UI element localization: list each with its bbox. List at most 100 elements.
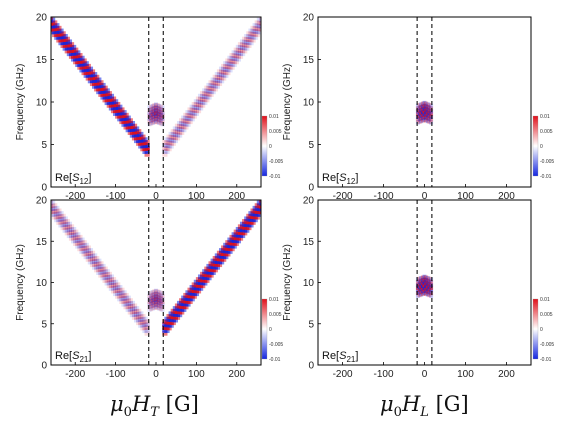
heatmap-cell bbox=[242, 42, 248, 48]
heatmap-cell bbox=[157, 292, 162, 298]
y-tick-label: 0 bbox=[308, 183, 314, 194]
heatmap-cell bbox=[154, 108, 158, 113]
heatmap-cell bbox=[51, 20, 54, 26]
heatmap-cell bbox=[68, 235, 75, 241]
heatmap-cell bbox=[162, 151, 168, 157]
heatmap-cell bbox=[168, 143, 174, 149]
heatmap-cell bbox=[427, 105, 432, 111]
heatmap-cell bbox=[51, 200, 54, 206]
colorbar-tick-label: 0 bbox=[269, 144, 272, 150]
heatmap-cell bbox=[212, 267, 218, 273]
heatmap-cell bbox=[157, 103, 162, 109]
heatmap-cell bbox=[429, 282, 434, 288]
heatmap-cell bbox=[119, 299, 125, 305]
heatmap-cell bbox=[227, 67, 233, 73]
heatmap-cell bbox=[106, 271, 112, 277]
x-tick-label: -200 bbox=[333, 191, 353, 202]
heatmap-cell bbox=[149, 290, 154, 296]
heatmap-cell bbox=[51, 209, 54, 215]
heatmap-cell bbox=[212, 83, 218, 89]
heatmap-cell bbox=[150, 114, 155, 120]
y-tick-label: 5 bbox=[41, 140, 47, 151]
heatmap-cell bbox=[64, 230, 70, 236]
heatmap-cell bbox=[127, 298, 133, 304]
heatmap-cell bbox=[183, 115, 189, 121]
heatmap-cell bbox=[427, 108, 432, 113]
heatmap-cell bbox=[193, 99, 199, 105]
heatmap-cell bbox=[248, 31, 254, 37]
heatmap-cell bbox=[73, 235, 79, 241]
heatmap-cell bbox=[419, 118, 424, 124]
heatmap-cell bbox=[147, 113, 152, 119]
heatmap-cell bbox=[52, 211, 58, 217]
heatmap-cell bbox=[427, 116, 432, 122]
heatmap-cell bbox=[113, 288, 119, 294]
heatmap-cell bbox=[252, 35, 258, 40]
heatmap-cell bbox=[254, 214, 260, 220]
heatmap-cell bbox=[155, 116, 160, 122]
heatmap-cell bbox=[160, 105, 165, 110]
heatmap-cell bbox=[204, 91, 210, 97]
heatmap-cell bbox=[429, 119, 434, 125]
heatmap-cell bbox=[89, 262, 96, 268]
heatmap-cell bbox=[212, 86, 218, 92]
y-tick-label: 0 bbox=[41, 361, 47, 372]
colorbar-tick-label: 0.01 bbox=[540, 297, 550, 303]
x-tick-label: -200 bbox=[65, 191, 85, 202]
heatmap-cells bbox=[415, 274, 434, 298]
heatmap-cell bbox=[415, 290, 420, 296]
heatmap-cell bbox=[51, 200, 54, 203]
heatmap-cell bbox=[166, 134, 172, 140]
heatmap-cell bbox=[170, 135, 176, 140]
heatmap-cell bbox=[233, 241, 239, 246]
colorbar bbox=[532, 298, 539, 360]
heatmap-cell bbox=[108, 105, 115, 111]
heatmap-cell bbox=[119, 287, 125, 293]
heatmap-cells bbox=[415, 100, 434, 125]
heatmap-cell bbox=[150, 117, 155, 123]
heatmap-cell bbox=[115, 288, 121, 293]
heatmap-cell bbox=[58, 40, 64, 46]
panel-label: Re[S21] bbox=[55, 350, 91, 364]
heatmap-cell bbox=[229, 58, 235, 64]
heatmap-cell bbox=[136, 311, 142, 317]
heatmap-cell bbox=[87, 250, 94, 256]
heatmap-cell bbox=[254, 23, 260, 29]
heatmap-cell bbox=[96, 264, 102, 270]
heatmap-cell bbox=[92, 253, 98, 259]
heatmap-cell bbox=[227, 249, 233, 254]
heatmap-cell bbox=[83, 242, 89, 248]
heatmap-cell bbox=[254, 29, 260, 35]
panel-label: Re[S12] bbox=[55, 172, 91, 186]
heatmap-cell bbox=[150, 300, 155, 306]
plot-area bbox=[51, 17, 261, 187]
heatmap-cell bbox=[158, 115, 163, 121]
heatmap-cell bbox=[68, 224, 75, 230]
heatmap-cell bbox=[206, 85, 212, 91]
heatmap-cell bbox=[210, 80, 216, 86]
heatmap-cell bbox=[248, 40, 254, 46]
heatmap-cell bbox=[200, 97, 206, 102]
heatmap-cell bbox=[246, 34, 252, 40]
heatmap-cell bbox=[233, 47, 239, 53]
heatmap-cell bbox=[187, 110, 193, 116]
heatmap-cell bbox=[239, 39, 246, 45]
heatmap-cell bbox=[147, 118, 152, 124]
heatmap-cell bbox=[212, 80, 218, 86]
heatmap-cell bbox=[429, 293, 434, 298]
x-tick-label: 100 bbox=[457, 191, 474, 202]
heatmap-cell bbox=[258, 206, 261, 212]
heatmap-cell bbox=[106, 277, 112, 283]
heatmap-cell bbox=[129, 300, 136, 306]
heatmap-cell bbox=[110, 277, 117, 282]
heatmap-cell bbox=[64, 227, 70, 233]
heatmap-cell bbox=[125, 301, 131, 307]
heatmap-cell bbox=[149, 118, 154, 123]
colorbar-tick-label: 0.005 bbox=[540, 312, 553, 318]
heatmap-cell bbox=[108, 280, 115, 286]
heatmap-cell bbox=[134, 317, 140, 323]
heatmap-cell bbox=[246, 31, 252, 37]
heatmap-cell bbox=[252, 29, 258, 34]
heatmap-cell bbox=[125, 298, 131, 304]
heatmap-cell bbox=[197, 96, 204, 102]
